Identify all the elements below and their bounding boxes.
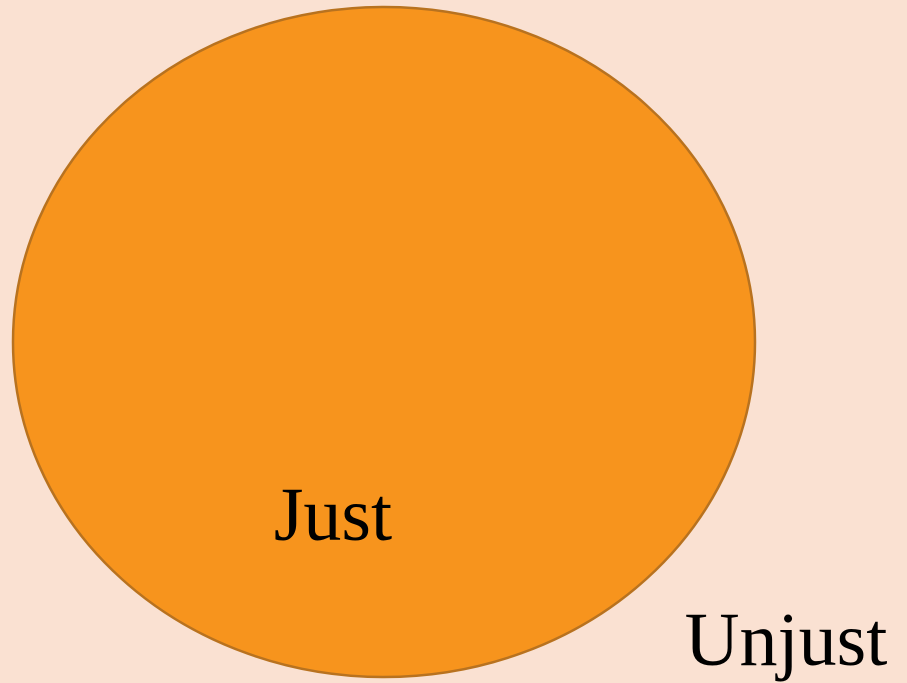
just-set bbox=[11, 5, 757, 679]
just-label: Just bbox=[274, 473, 392, 557]
unjust-label: Unjust bbox=[685, 598, 888, 682]
